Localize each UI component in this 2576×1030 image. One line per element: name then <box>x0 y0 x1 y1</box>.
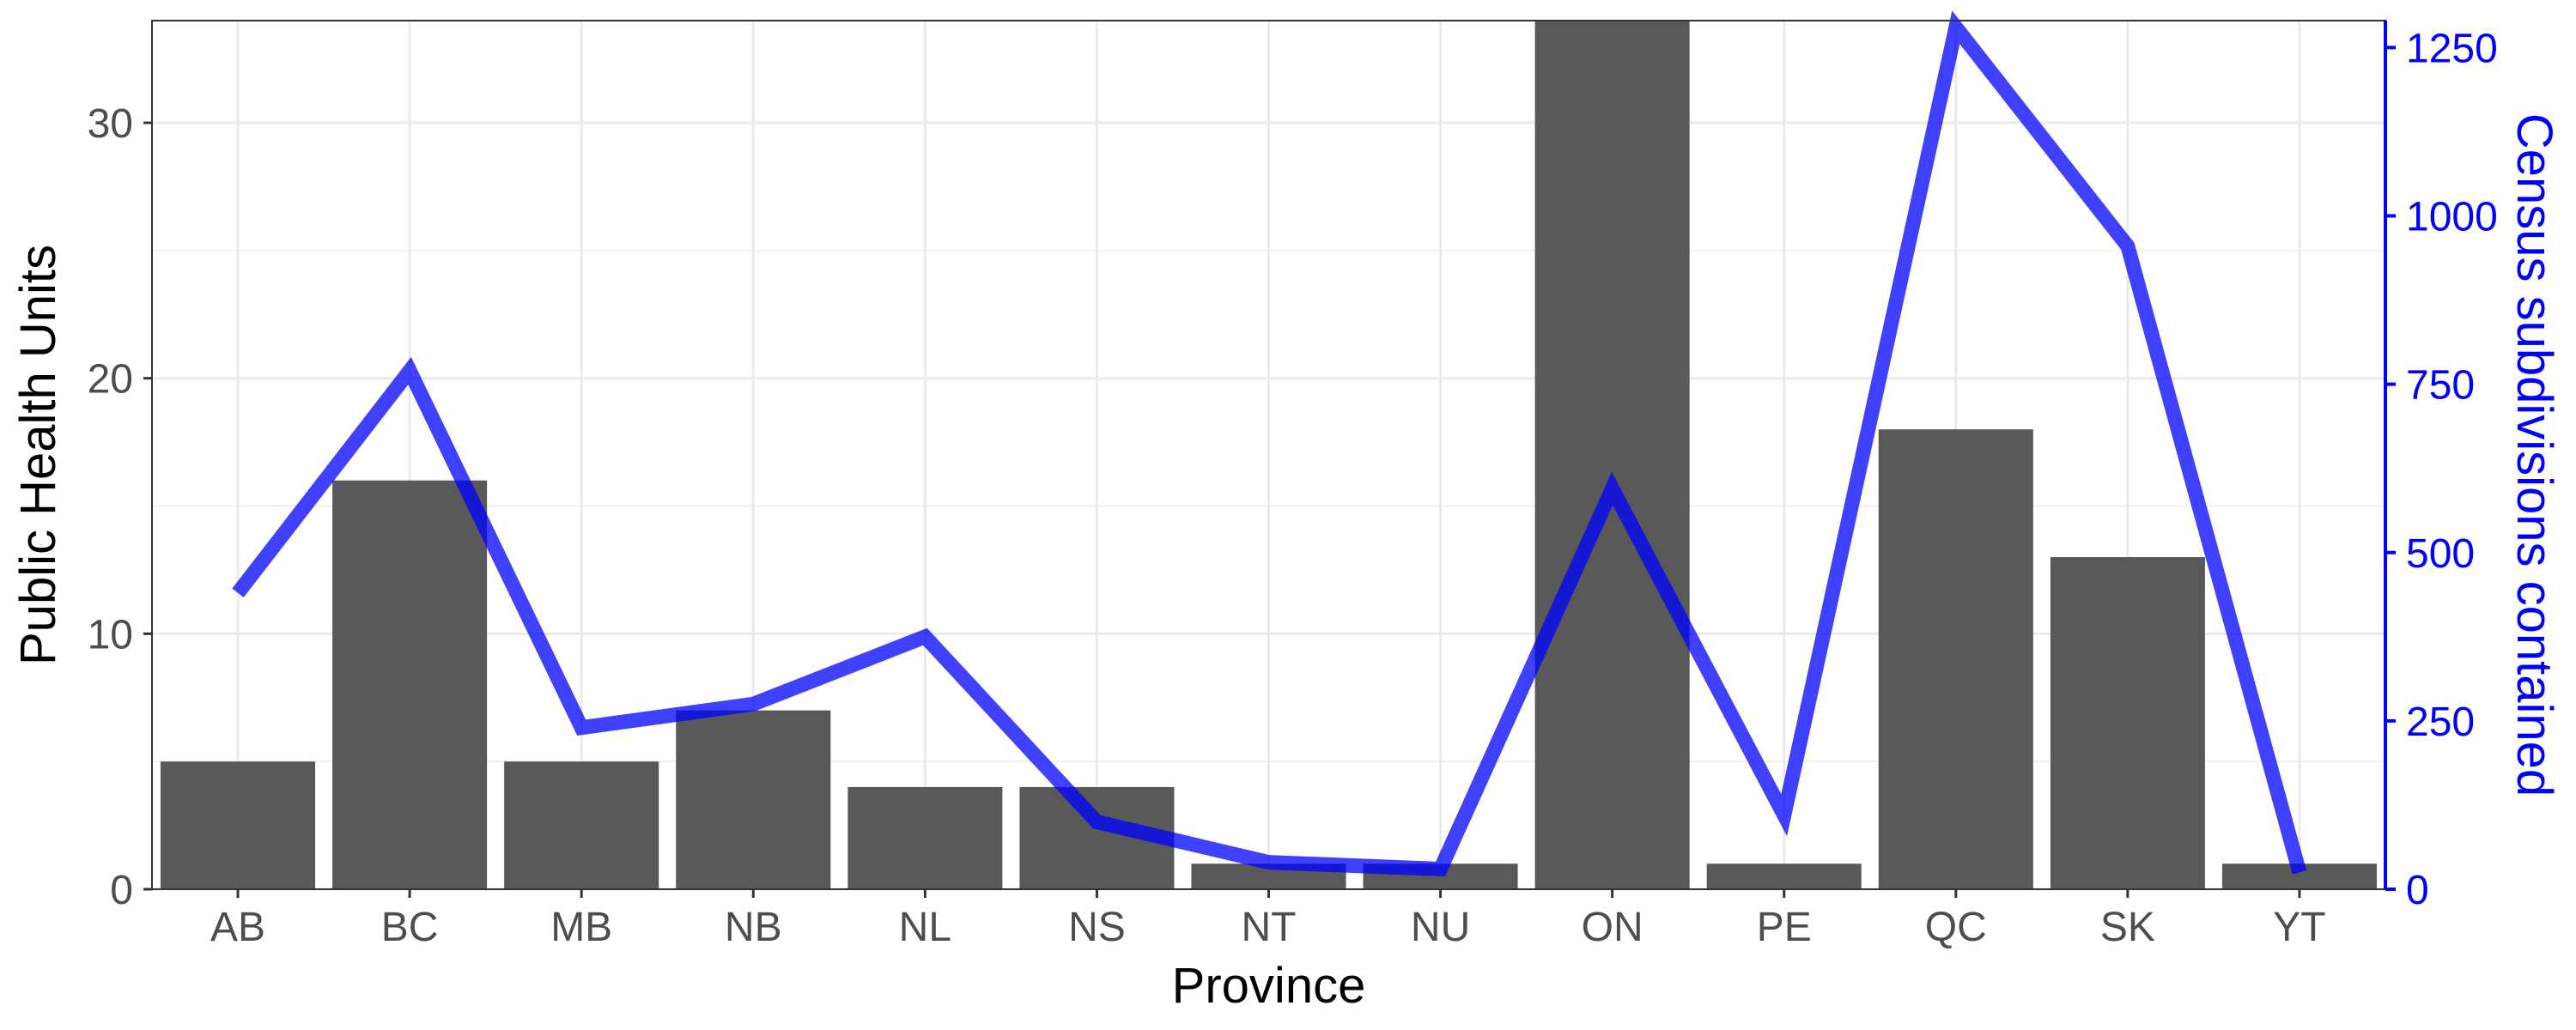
axis-layer: 0 10 20 30 0 250 500 750 1000 1250 AB BC MB NB NL NS NT N… <box>88 21 2498 950</box>
x-tick-label-YT: YT <box>2273 905 2325 950</box>
y2-tick-label: 1000 <box>2406 195 2498 240</box>
bar-ON <box>1534 21 1690 889</box>
y2-tick-label: 250 <box>2406 700 2475 745</box>
x-tick-label-AB: AB <box>210 905 265 950</box>
x-tick-label-BC: BC <box>381 905 439 950</box>
line-layer <box>232 10 2307 877</box>
x-tick-label-NT: NT <box>1242 905 1297 950</box>
x-tick-label-SK: SK <box>2100 905 2155 950</box>
y2-tick-label: 500 <box>2406 531 2475 577</box>
y-tick-label: 0 <box>110 868 133 913</box>
y-axis-title: Public Health Units <box>10 245 66 665</box>
bar-NB <box>676 710 831 889</box>
y2-tick-label: 750 <box>2406 363 2475 409</box>
x-tick-label-PE: PE <box>1757 905 1812 950</box>
x-tick-label-NS: NS <box>1068 905 1126 950</box>
x-tick-label-NB: NB <box>725 905 782 950</box>
census-subdivisions-line <box>232 10 2307 877</box>
y-tick-label: 30 <box>88 101 133 147</box>
bar-NL <box>848 786 1003 889</box>
x-axis-title: Province <box>1172 958 1366 1014</box>
bar-SK <box>2050 557 2205 889</box>
bar-PE <box>1706 863 1862 889</box>
bar-QC <box>1878 429 2033 889</box>
y2-axis-title: Census subdivisions contained <box>2506 113 2562 797</box>
bar-AB <box>161 761 316 889</box>
x-tick-label-NU: NU <box>1411 905 1470 950</box>
bar-layer <box>161 21 2377 889</box>
bar-BC <box>332 480 488 889</box>
y2-tick-label: 0 <box>2406 868 2429 913</box>
x-tick-label-QC: QC <box>1925 905 1987 950</box>
bar-MB <box>504 761 659 889</box>
y2-tick-label: 1250 <box>2406 26 2498 71</box>
y-tick-label: 20 <box>88 357 133 403</box>
x-tick-label-ON: ON <box>1582 905 1643 950</box>
x-tick-label-NL: NL <box>899 905 951 950</box>
x-tick-label-MB: MB <box>550 905 612 950</box>
y-tick-label: 10 <box>88 612 133 657</box>
